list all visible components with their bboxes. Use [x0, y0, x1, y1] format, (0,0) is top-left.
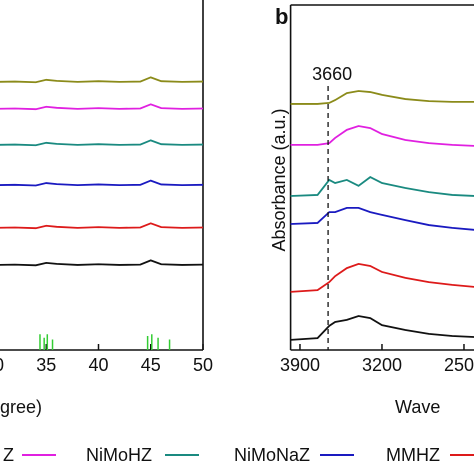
- x-tick-label: 2500: [444, 355, 474, 375]
- x-tick-label: 40: [88, 355, 108, 375]
- spectrum-line: [290, 315, 474, 341]
- legend-label: Z: [3, 445, 14, 465]
- spectrum-line: [290, 125, 474, 147]
- spectrum-line: [290, 207, 474, 231]
- x-tick-label: 3200: [362, 355, 402, 375]
- x-tick-label: 30: [0, 355, 4, 375]
- annotation-label: 3660: [312, 64, 352, 84]
- spectrum-line: [0, 139, 204, 147]
- spectrum-line: [0, 259, 204, 267]
- x-tick-label: 3900: [280, 355, 320, 375]
- spectrum-line: [290, 262, 474, 293]
- legend-label: NiMoNaZ: [234, 445, 310, 465]
- spectrum-line: [0, 76, 204, 84]
- legend-label: NiMoHZ: [86, 445, 152, 465]
- spectrum-line: [290, 176, 474, 197]
- legend-label: MMHZ: [386, 445, 440, 465]
- x-tick-label: 50: [193, 355, 213, 375]
- x-tick-label: 45: [141, 355, 161, 375]
- panel-label: b: [275, 4, 288, 29]
- spectrum-line: [290, 90, 474, 105]
- y-axis-label: Absorbance (a.u.): [269, 108, 289, 251]
- x-axis-label: gree): [0, 397, 42, 417]
- spectrum-line: [0, 179, 204, 187]
- x-axis-label: Wave: [395, 397, 440, 417]
- spectrum-line: [0, 103, 204, 111]
- x-tick-label: 35: [36, 355, 56, 375]
- spectrum-line: [0, 222, 204, 230]
